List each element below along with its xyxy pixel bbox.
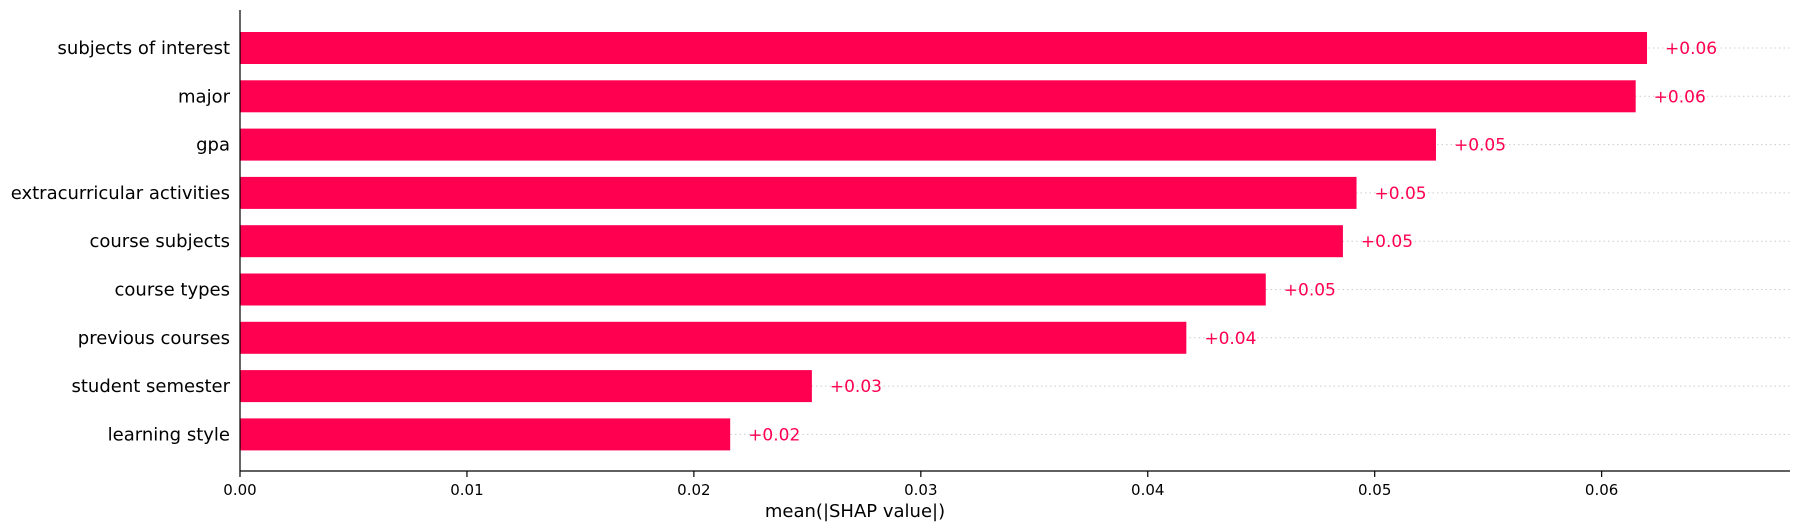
- y-tick-label: subjects of interest: [58, 38, 230, 59]
- bar: [240, 176, 1357, 209]
- x-tick-label: 0.00: [223, 481, 256, 499]
- value-labels: +0.06 +0.06 +0.05 +0.05 +0.05 +0.05 +0.04 +0.03…: [748, 39, 1717, 445]
- x-tick-label: 0.05: [1358, 481, 1391, 499]
- x-tick-label: 0.01: [450, 481, 483, 499]
- x-axis-ticks: 0.00 0.01 0.02 0.03 0.04 0.05 0.06: [223, 471, 1618, 499]
- bar: [240, 321, 1187, 354]
- bar: [240, 418, 731, 451]
- value-label: +0.04: [1204, 329, 1256, 349]
- x-tick-label: 0.06: [1585, 481, 1618, 499]
- x-tick-label: 0.02: [677, 481, 710, 499]
- y-tick-label: learning style: [108, 424, 230, 445]
- bar: [240, 80, 1636, 113]
- y-tick-label: student semester: [71, 376, 230, 397]
- x-tick-label: 0.04: [1131, 481, 1164, 499]
- y-tick-label: course types: [115, 280, 230, 301]
- bar: [240, 273, 1266, 306]
- y-tick-label: gpa: [196, 135, 230, 156]
- bar: [240, 370, 812, 403]
- x-axis-label: mean(|SHAP value|): [765, 501, 945, 522]
- value-label: +0.03: [830, 377, 882, 397]
- value-label: +0.02: [748, 425, 800, 445]
- bar: [240, 225, 1343, 258]
- y-tick-label: major: [178, 86, 231, 107]
- value-label: +0.05: [1375, 184, 1427, 204]
- bar-series: [240, 32, 1648, 451]
- value-label: +0.06: [1654, 87, 1706, 107]
- bar: [240, 32, 1648, 64]
- y-tick-label: extracurricular activities: [11, 183, 230, 204]
- y-axis-labels: subjects of interest major gpa extracurricu…: [11, 38, 231, 445]
- value-label: +0.06: [1665, 39, 1717, 59]
- value-label: +0.05: [1284, 281, 1336, 301]
- bar: [240, 128, 1436, 161]
- y-tick-label: course subjects: [89, 231, 230, 252]
- x-tick-label: 0.03: [904, 481, 937, 499]
- value-label: +0.05: [1361, 232, 1413, 252]
- value-label: +0.05: [1454, 136, 1506, 156]
- y-tick-label: previous courses: [78, 328, 230, 349]
